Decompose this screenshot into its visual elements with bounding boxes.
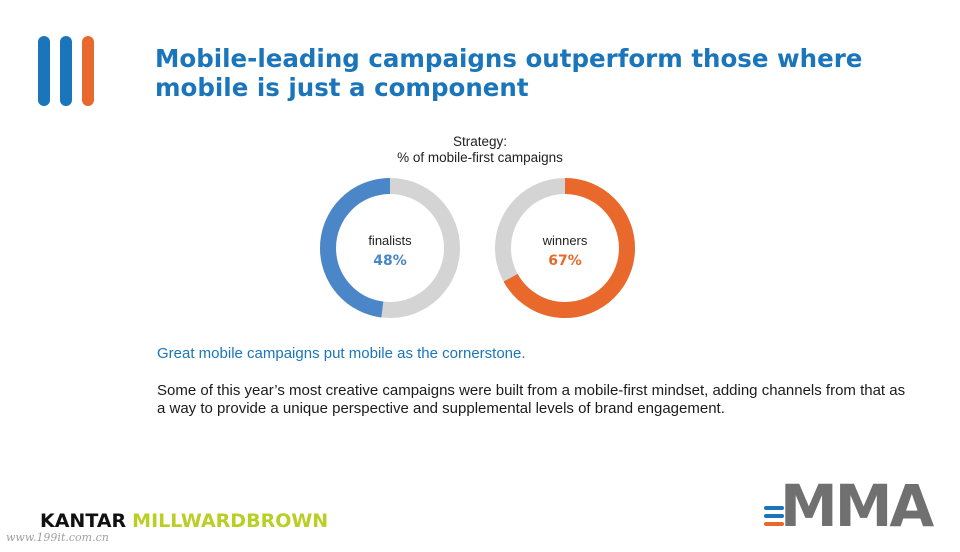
donut-value-finalists: 48% xyxy=(373,253,407,269)
chart-title: Strategy: % of mobile-first campaigns xyxy=(330,134,630,166)
mma-logo: MMA xyxy=(764,475,944,538)
kantar-wordmark: KANTAR xyxy=(40,510,127,532)
slide-title-line-1: Mobile-leading campaigns outperform thos… xyxy=(155,44,863,73)
donut-slice-winners xyxy=(495,178,635,318)
watermark-text: www.199it.com.cn xyxy=(6,531,109,544)
chart-title-line-1: Strategy: xyxy=(452,134,508,149)
logo-bar-orange xyxy=(82,36,94,106)
logo-bar-blue-1 xyxy=(38,36,50,106)
mma-line-1 xyxy=(764,506,784,510)
subheading: Great mobile campaigns put mobile as the… xyxy=(157,345,526,362)
slide-title: Mobile-leading campaigns outperform thos… xyxy=(155,44,935,102)
three-bars-logo xyxy=(38,36,98,108)
donut-svg: finalists 48% winners 67% xyxy=(320,178,635,318)
slide-title-line-2: mobile is just a component xyxy=(155,73,529,102)
donut-label-winners: winners xyxy=(542,233,588,248)
donut-finalists: finalists 48% xyxy=(320,178,460,318)
logo-bar-blue-2 xyxy=(60,36,72,106)
kantar-millward-brown-logo: KANTAR MILLWARDBROWN xyxy=(40,510,328,532)
donut-value-winners: 67% xyxy=(548,253,582,269)
body-paragraph: Some of this year’s most creative campai… xyxy=(157,382,906,417)
donut-slice-finalists xyxy=(320,178,460,318)
millward-brown-wordmark: MILLWARDBROWN xyxy=(132,510,329,532)
donut-label-finalists: finalists xyxy=(368,233,412,248)
chart-title-line-2: % of mobile-first campaigns xyxy=(397,150,563,165)
mma-line-2 xyxy=(764,514,784,518)
donut-charts: finalists 48% winners 67% xyxy=(310,170,650,330)
mma-wordmark: MMA xyxy=(780,472,934,540)
mma-line-3 xyxy=(764,522,784,526)
donut-winners: winners 67% xyxy=(495,178,635,318)
